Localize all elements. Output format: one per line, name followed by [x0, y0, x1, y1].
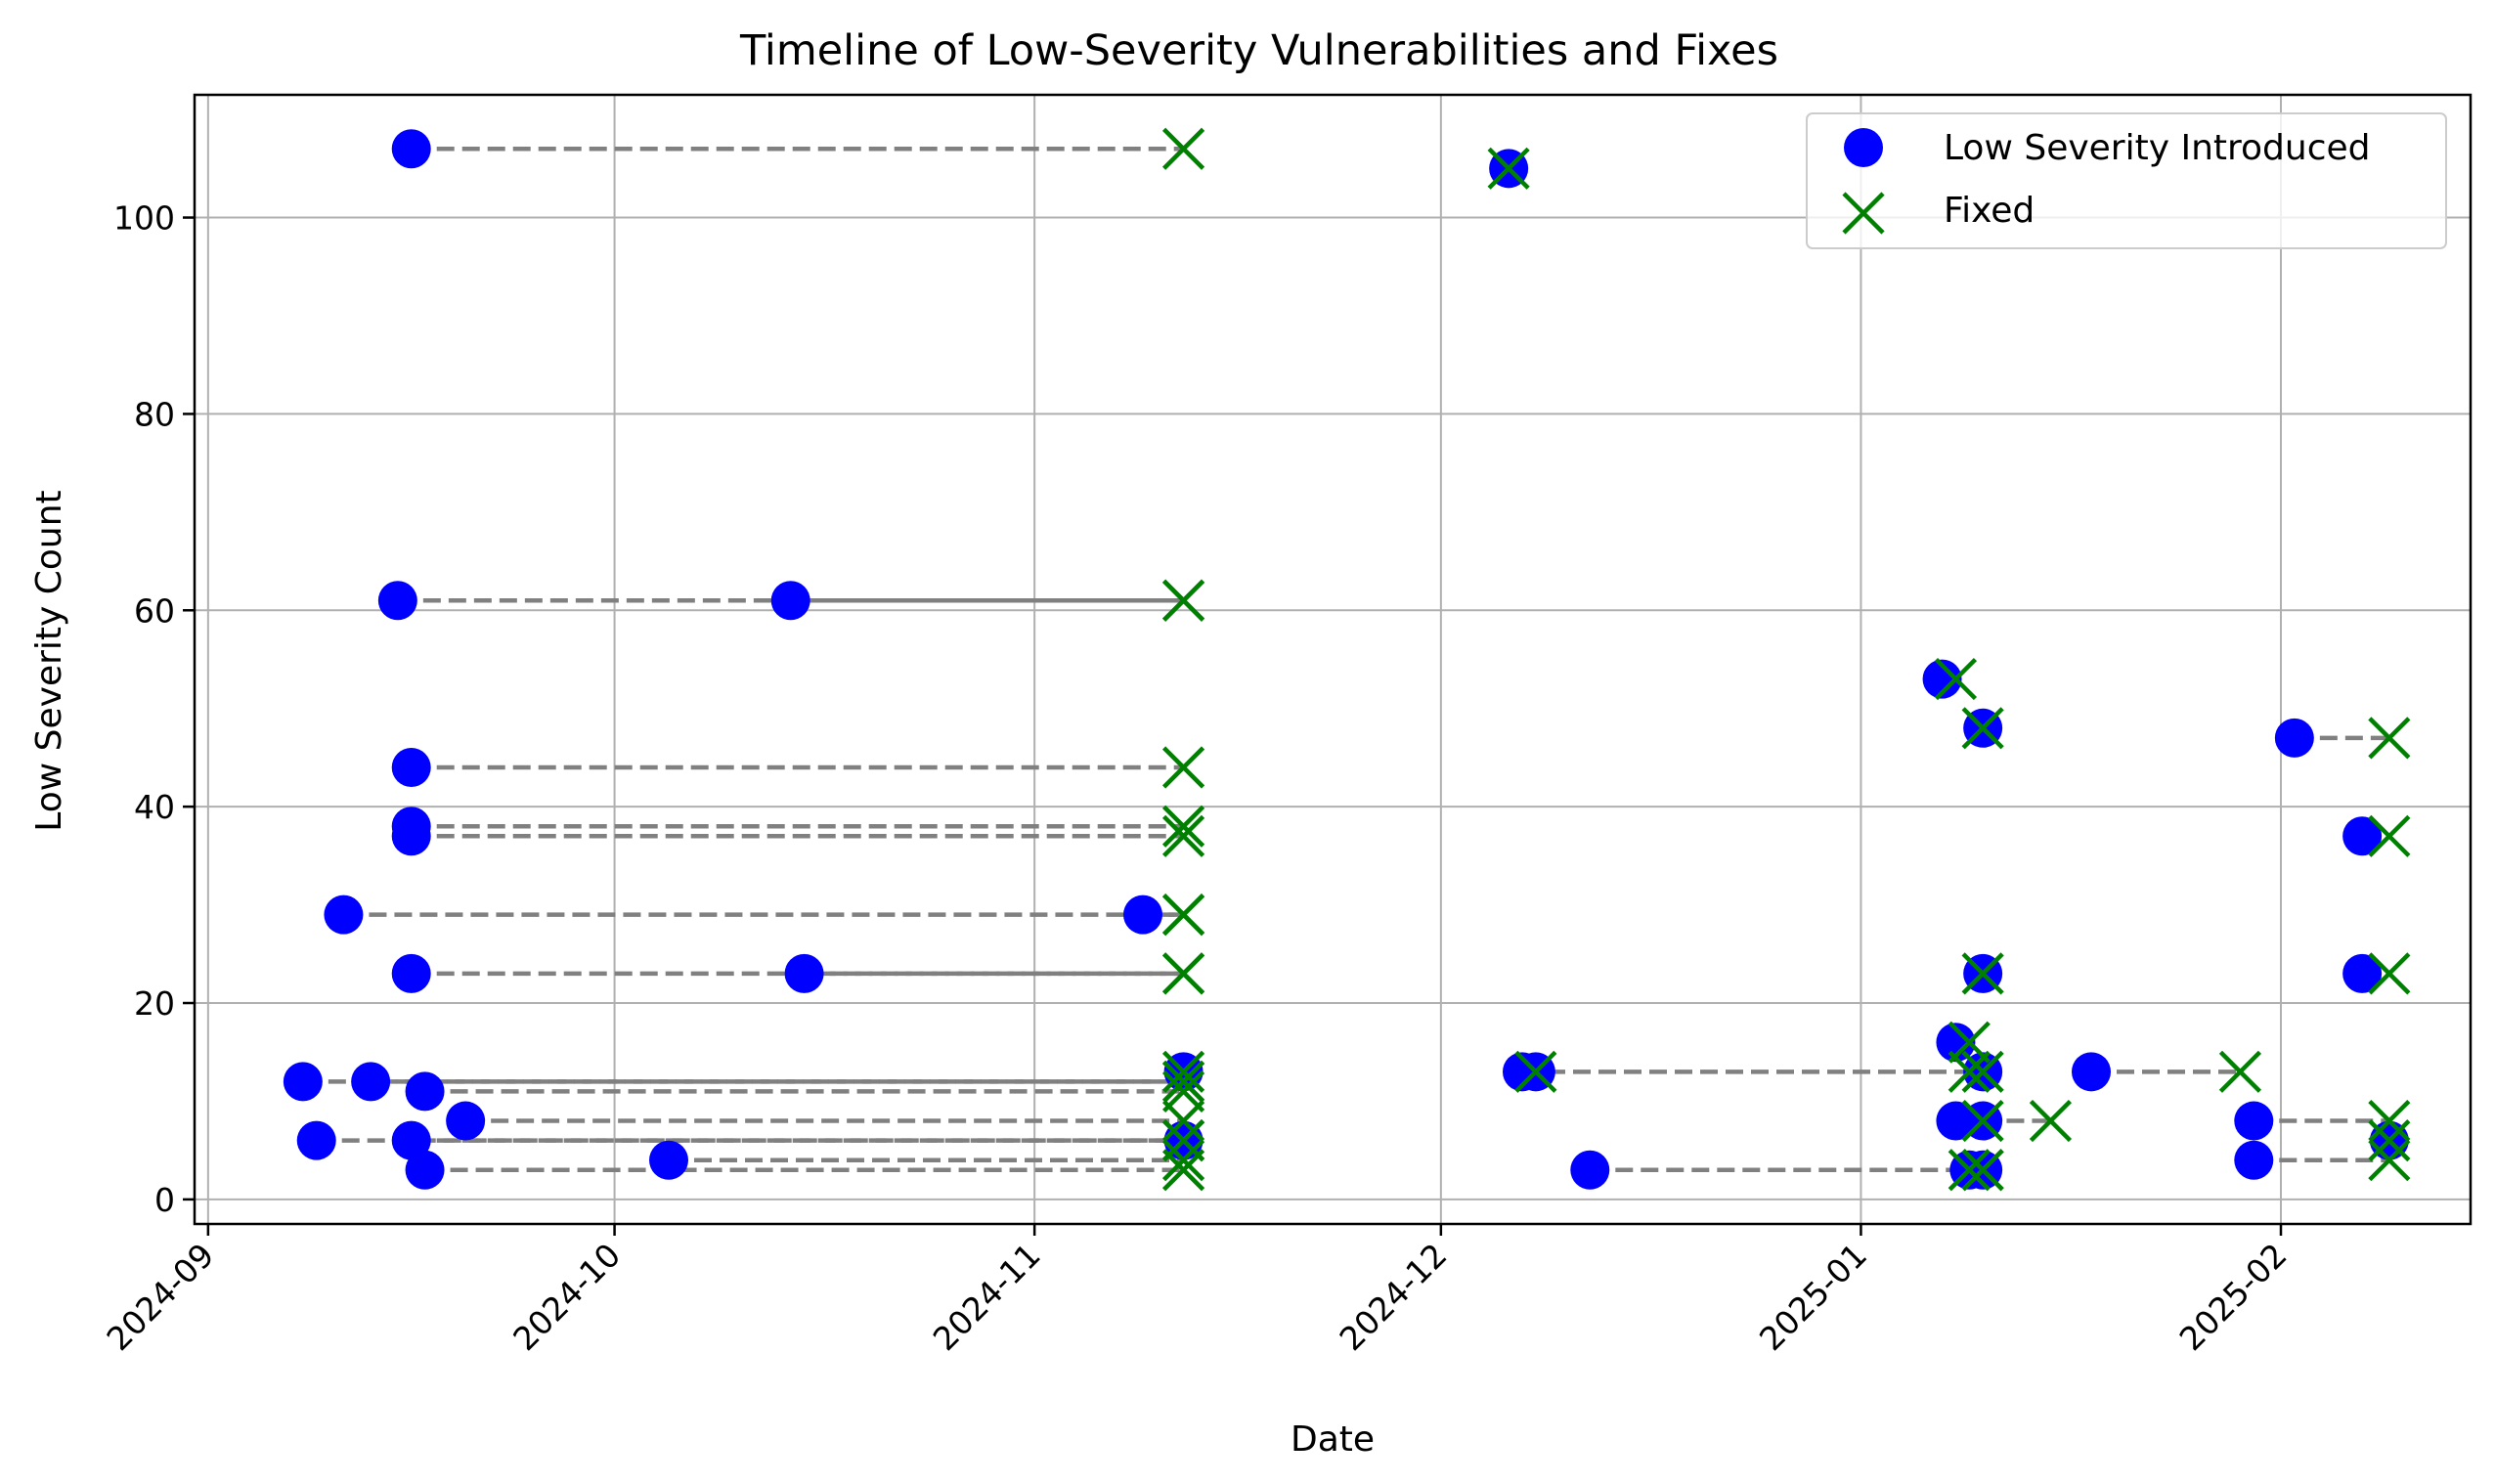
introduced-point: [391, 1120, 431, 1160]
y-tick-label: 20: [134, 984, 175, 1023]
introduced-point: [2274, 718, 2314, 758]
fixed-point: [1161, 1099, 1205, 1143]
fixed-point: [2368, 1119, 2411, 1162]
x-tick-label: 2024-10: [505, 1236, 628, 1358]
connector-lines: [302, 146, 2389, 1173]
fixed-point: [1161, 127, 1205, 170]
grid-lines: [195, 95, 2471, 1224]
introduced-point: [1570, 1150, 1610, 1190]
fixed-point: [1161, 1119, 1205, 1162]
fixed-point: [1948, 1149, 1991, 1192]
introduced-point: [2072, 1052, 2111, 1092]
fixed-point: [1961, 952, 2004, 995]
introduced-point: [377, 581, 417, 621]
introduced-point: [1936, 1101, 1976, 1141]
y-tick-label: 0: [154, 1181, 175, 1219]
fixed-point: [1487, 147, 1530, 190]
y-tick-label: 80: [134, 395, 175, 433]
introduced-point: [405, 1150, 445, 1190]
fixed-point: [1161, 805, 1205, 848]
legend-label-introduced: Low Severity Introduced: [1944, 128, 2371, 168]
fixed-point: [1934, 657, 1978, 701]
fixed-series: [1161, 127, 2411, 1192]
fixed-point: [1961, 1149, 2004, 1192]
y-tick-label: 60: [134, 591, 175, 630]
fixed-point: [1161, 952, 1205, 995]
fixed-point: [1161, 1139, 1205, 1182]
fixed-point: [2029, 1099, 2073, 1143]
introduced-point: [2342, 816, 2383, 856]
introduced-point: [2342, 953, 2383, 993]
fixed-point: [2368, 952, 2411, 995]
introduced-point: [784, 953, 824, 993]
fixed-point: [1948, 1021, 1991, 1064]
introduced-point: [649, 1140, 688, 1180]
introduced-point: [296, 1120, 336, 1160]
fixed-point: [1948, 1050, 1991, 1093]
fixed-point: [1161, 894, 1205, 937]
introduced-point: [446, 1101, 486, 1141]
introduced-point: [391, 953, 431, 993]
legend-box: [1806, 112, 2447, 249]
fixed-point: [1961, 1099, 2004, 1143]
fixed-point: [2368, 1139, 2411, 1182]
plot-frame: [193, 93, 2473, 1226]
fixed-point: [2368, 814, 2411, 857]
legend-marker-introduced: [1844, 128, 1883, 167]
fixed-point: [1161, 814, 1205, 857]
introduced-point: [391, 129, 431, 169]
legend: Low Severity Introduced Fixed: [1806, 112, 2447, 249]
y-axis-ticks: 0 20 40 60 80 100: [113, 199, 195, 1219]
y-tick-label: 100: [113, 199, 175, 238]
x-tick-label: 2024-09: [99, 1236, 221, 1358]
introduced-point: [2234, 1140, 2274, 1180]
fixed-point: [1514, 1050, 1557, 1093]
x-axis-ticks: 2024-09 2024-10 2024-11 2024-12 2025-01 2025-…: [99, 1224, 2295, 1358]
fixed-point: [1961, 707, 2004, 750]
introduced-point: [391, 747, 431, 787]
fixed-point: [1161, 746, 1205, 789]
fixed-point: [2368, 1099, 2411, 1143]
fixed-point: [2218, 1050, 2262, 1093]
x-tick-label: 2025-02: [2172, 1236, 2295, 1358]
fixed-point: [2368, 717, 2411, 760]
introduced-point: [2234, 1101, 2274, 1141]
y-tick-label: 40: [134, 788, 175, 826]
introduced-point: [1922, 659, 1962, 699]
x-tick-label: 2024-11: [926, 1236, 1048, 1358]
x-tick-label: 2025-01: [1752, 1236, 1874, 1358]
chart-title: Timeline of Low-Severity Vulnerabilities…: [739, 26, 1778, 75]
fixed-point: [1961, 1050, 2004, 1093]
x-tick-label: 2024-12: [1332, 1236, 1454, 1358]
introduced-point: [770, 581, 810, 621]
introduced-series: [283, 129, 2409, 1190]
introduced-point: [324, 895, 364, 935]
introduced-point: [391, 816, 431, 856]
introduced-point: [405, 1071, 445, 1112]
y-axis-label: Low Severity Count: [29, 490, 69, 831]
introduced-point: [351, 1062, 391, 1102]
fixed-point: [1161, 1050, 1205, 1093]
introduced-point: [1123, 895, 1162, 935]
x-axis-label: Date: [1291, 1419, 1375, 1460]
fixed-point: [1161, 1149, 1205, 1192]
fixed-point: [1161, 1069, 1205, 1113]
legend-marker-fixed: [1842, 192, 1885, 235]
legend-label-fixed: Fixed: [1944, 191, 2035, 231]
introduced-point: [283, 1062, 323, 1102]
fixed-point: [1161, 579, 1205, 622]
fixed-point: [1161, 1060, 1205, 1103]
